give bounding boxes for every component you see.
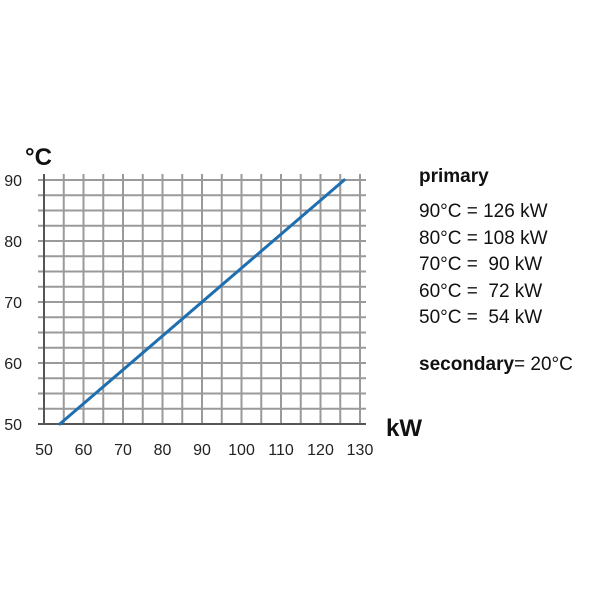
y-tick-label: 70 — [4, 295, 22, 312]
x-tick-label: 60 — [75, 442, 93, 459]
legend-row: 70°C = 90 kW — [419, 254, 543, 276]
y-tick-label: 60 — [4, 356, 22, 373]
secondary-label: secondary — [419, 353, 515, 375]
x-tick-label: 70 — [114, 442, 132, 459]
series-line — [58, 178, 346, 426]
y-axis-label: °C — [25, 144, 52, 171]
legend-title: primary — [419, 166, 489, 187]
x-tick-label: 120 — [307, 442, 334, 459]
grid — [38, 174, 366, 424]
x-tick-label: 50 — [35, 442, 53, 459]
tick-labels: 50 60 70 80 90 100 110 120 130 50 60 70 80 90 — [4, 173, 373, 459]
x-tick-label: 130 — [347, 442, 374, 459]
secondary-note: secondary= 20°C — [419, 354, 603, 376]
axes — [38, 174, 366, 425]
legend-row: 50°C = 54 kW — [419, 307, 543, 329]
y-tick-label: 80 — [4, 234, 22, 251]
y-tick-label: 90 — [4, 173, 22, 190]
legend-row: 90°C = 126 kW — [419, 201, 548, 222]
x-tick-label: 90 — [193, 442, 211, 459]
secondary-value: = 20°C — [514, 353, 573, 375]
legend-row: 80°C = 108 kW — [419, 227, 548, 249]
legend: primary 90°C = 126 kW 80°C = 108 kW 70°C… — [419, 166, 603, 376]
x-tick-label: 80 — [154, 442, 172, 459]
legend-row: 60°C = 72 kW — [419, 280, 543, 302]
y-tick-label: 50 — [4, 417, 22, 434]
series-layer — [58, 178, 346, 426]
x-tick-label: 100 — [228, 442, 255, 459]
x-axis-label: kW — [386, 415, 422, 442]
x-tick-label: 110 — [268, 442, 294, 459]
